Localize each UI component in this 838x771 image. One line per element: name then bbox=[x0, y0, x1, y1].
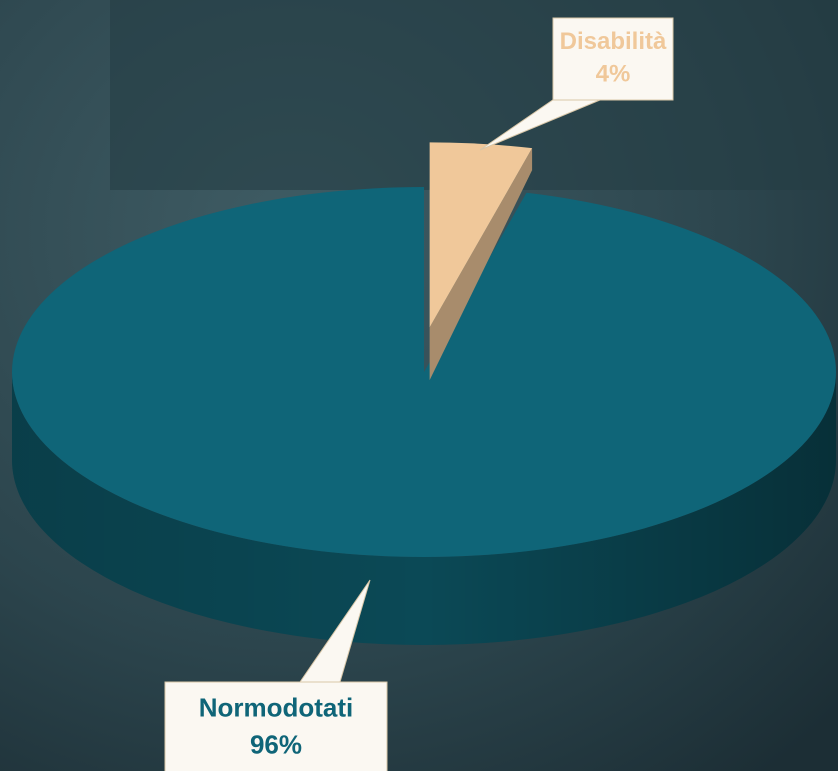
label-category: Normodotati bbox=[199, 692, 354, 722]
slice bbox=[429, 142, 533, 328]
label-box bbox=[164, 681, 388, 771]
label-box bbox=[552, 17, 674, 101]
slice-face bbox=[429, 148, 533, 381]
label-category: Disabilità bbox=[560, 28, 667, 55]
labels: Normodotati 96% Disabilità 4% bbox=[164, 17, 674, 771]
label-value: 96% bbox=[250, 729, 302, 759]
slice-side-shade bbox=[12, 372, 836, 645]
label-value: 4% bbox=[596, 61, 631, 88]
pie bbox=[11, 142, 836, 645]
slice bbox=[11, 187, 836, 557]
